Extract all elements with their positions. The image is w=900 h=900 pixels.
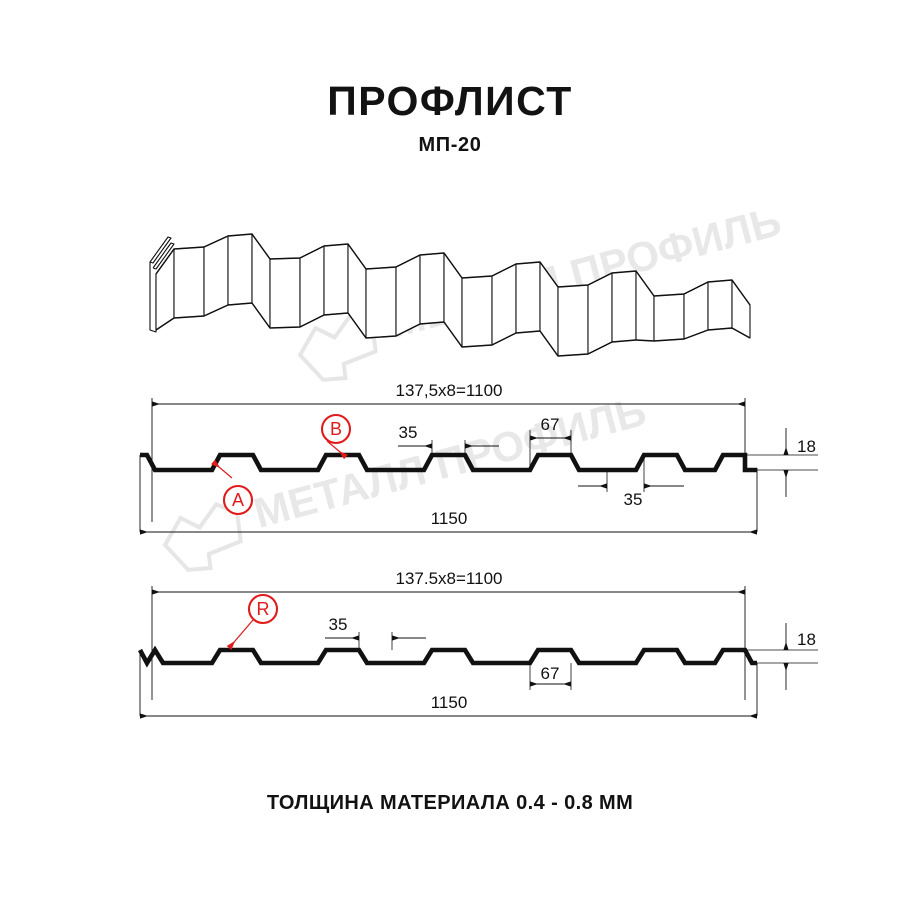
material-thickness-note: ТОЛЩИНА МАТЕРИАЛА 0.4 - 0.8 ММ bbox=[266, 792, 634, 814]
isometric-corrugated-sheet bbox=[149, 233, 751, 357]
dim-overall-width-top-label: 1150 bbox=[431, 509, 468, 528]
dim-overall-width-bottom-label: 1150 bbox=[431, 693, 468, 712]
page-title: ПРОФЛИСТ bbox=[327, 78, 573, 124]
profile-outline-bottom bbox=[137, 645, 757, 668]
callout-r: R bbox=[226, 593, 279, 650]
dim-pitch-total-top: 137,5x8=1100 bbox=[152, 381, 745, 407]
page-subtitle: МП-20 bbox=[418, 134, 482, 156]
dim-pitch-total-top-label: 137,5x8=1100 bbox=[396, 381, 503, 400]
dim-height-bottom: 18 bbox=[745, 623, 818, 690]
dim-ridge-width-bottom: 35 bbox=[325, 615, 426, 650]
callout-a-label: A bbox=[232, 490, 244, 510]
dim-height-top: 18 bbox=[745, 428, 818, 497]
watermark-lower: МЕТАЛЛ ПРОФИЛЬ bbox=[162, 387, 651, 572]
callout-b: B bbox=[320, 413, 352, 460]
callout-r-circle bbox=[247, 593, 279, 625]
callout-b-circle bbox=[320, 413, 352, 445]
dim-valley-width-bottom-label: 67 bbox=[541, 664, 560, 683]
dim-pitch-total-bottom: 137.5x8=1100 bbox=[152, 569, 745, 595]
dim-height-top-label: 18 bbox=[797, 437, 816, 456]
dim-overall-width-top: 1150 bbox=[140, 509, 757, 535]
dim-height-bottom-label: 18 bbox=[797, 630, 816, 649]
dim-ridge-width-bottom-label: 35 bbox=[329, 615, 348, 634]
cross-section-bottom: 137.5x8=1100 1150 35 67 bbox=[137, 569, 818, 719]
dim-ridge-width-top-label: 35 bbox=[399, 423, 418, 442]
dim-ridge-width-top-2-label: 35 bbox=[624, 490, 643, 509]
dim-ridge-width-top-2: 35 bbox=[578, 455, 684, 509]
profile-outline-top bbox=[140, 452, 757, 473]
callout-r-label: R bbox=[257, 599, 270, 619]
dim-ridge-width-top: 35 bbox=[398, 423, 499, 455]
dim-overall-width-bottom: 1150 bbox=[140, 693, 757, 719]
dim-valley-width-top-label: 67 bbox=[541, 415, 560, 434]
callout-a: A bbox=[211, 459, 254, 516]
dim-pitch-total-bottom-label: 137.5x8=1100 bbox=[396, 569, 503, 588]
dim-valley-width-bottom: 67 bbox=[529, 663, 572, 690]
dim-valley-width-top: 67 bbox=[529, 415, 572, 470]
cross-section-top: 137,5x8=1100 1150 35 67 bbox=[139, 381, 818, 535]
callout-a-circle bbox=[222, 484, 254, 516]
callout-b-label: B bbox=[330, 419, 342, 439]
